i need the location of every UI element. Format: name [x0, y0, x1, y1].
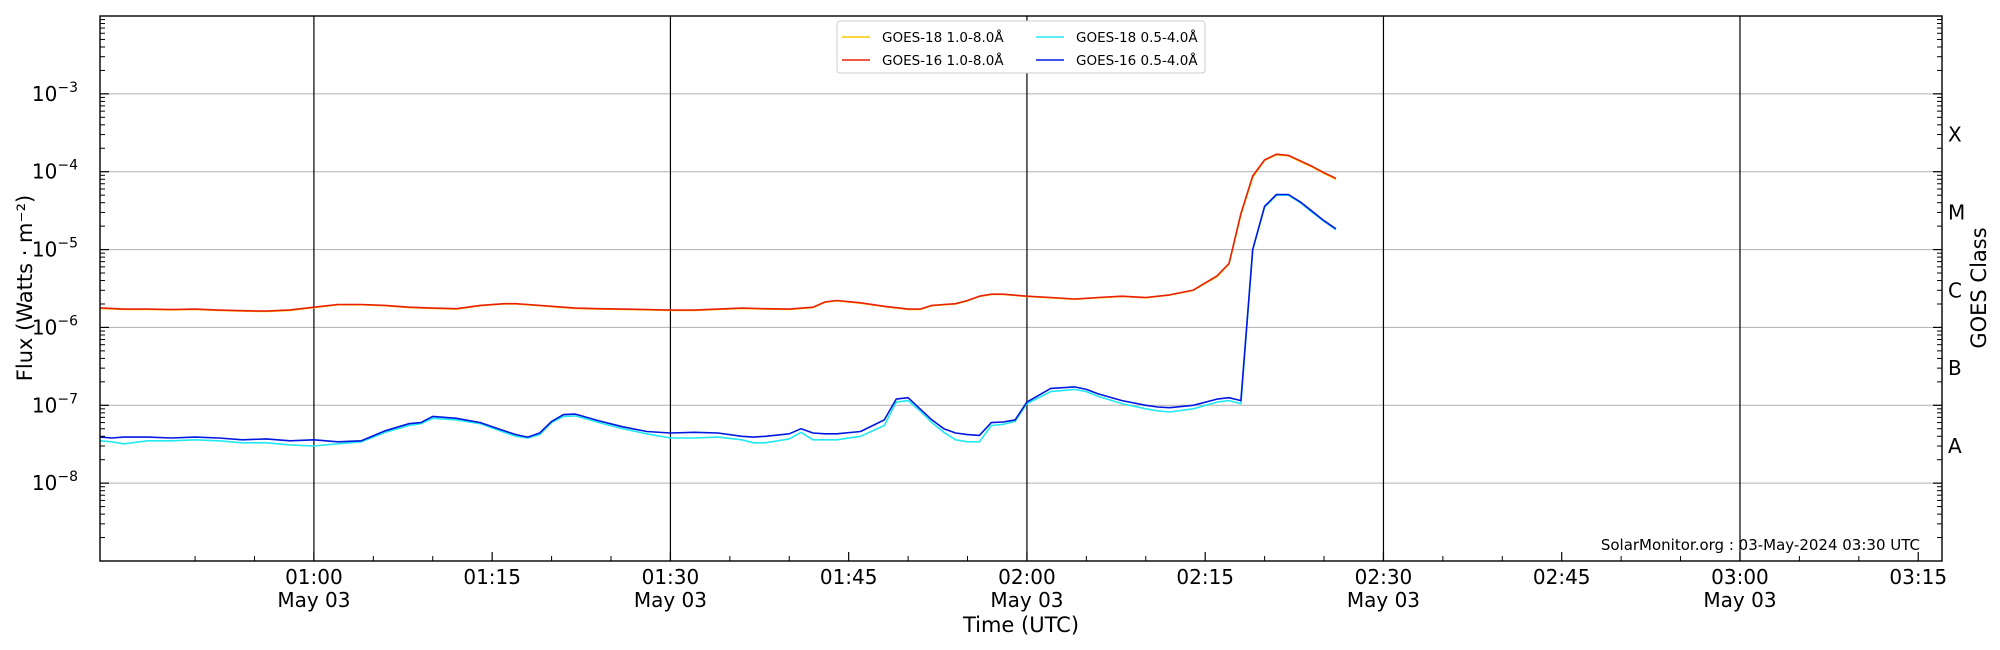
legend: GOES-18 1.0-8.0Å GOES-16 1.0-8.0Å GOES-1… — [836, 20, 1206, 74]
xtick-label-2: 01:30 — [642, 565, 700, 589]
axis-ticks — [100, 19, 1942, 561]
legend-label-goes18-short: GOES-18 0.5-4.0Å — [1076, 29, 1198, 46]
goes-class-label-a: A — [1948, 434, 1962, 458]
xtick-label-7: 02:45 — [1533, 565, 1591, 589]
xtick-label-3: 01:45 — [820, 565, 878, 589]
xtick-label-6: 02:30 — [1355, 565, 1413, 589]
series-line-1 — [99, 153, 1337, 312]
legend-label-goes16-long: GOES-16 1.0-8.0Å — [882, 52, 1004, 69]
y-tick-labels: 10−8 10−7 10−6 10−5 10−4 10−3 — [32, 80, 78, 495]
plot-frame — [99, 15, 1943, 562]
credit-text: SolarMonitor.org : 03-May-2024 03:30 UTC — [1601, 536, 1920, 554]
xtick-date-label-6: May 03 — [1347, 588, 1420, 612]
ytick-label-2: 10−6 — [32, 313, 78, 339]
ytick-label-1: 10−7 — [32, 391, 78, 417]
goes-class-label-b: B — [1948, 356, 1962, 380]
x-axis-title: Time (UTC) — [962, 613, 1079, 637]
series-line-2 — [99, 194, 1337, 447]
xtick-date-label-4: May 03 — [990, 588, 1063, 612]
ytick-label-3: 10−5 — [32, 236, 78, 262]
y-axis-title: Flux (Watts · m⁻²) — [13, 195, 37, 381]
ytick-label-0: 10−8 — [32, 469, 78, 495]
goes-class-label-m: M — [1948, 200, 1965, 224]
xtick-label-1: 01:15 — [463, 565, 521, 589]
xtick-label-5: 02:15 — [1176, 565, 1234, 589]
legend-label-goes18-long: GOES-18 1.0-8.0Å — [882, 29, 1004, 46]
vertical-time-lines — [313, 16, 1741, 561]
xtick-date-label-2: May 03 — [634, 588, 707, 612]
xtick-label-8: 03:00 — [1711, 565, 1769, 589]
goes-class-label-c: C — [1948, 278, 1962, 302]
xtick-label-4: 02:00 — [998, 565, 1056, 589]
ytick-label-5: 10−3 — [32, 80, 78, 106]
y2-axis-title: GOES Class — [1967, 227, 1991, 348]
ytick-label-4: 10−4 — [32, 158, 78, 184]
xtick-date-label-8: May 03 — [1703, 588, 1776, 612]
xtick-label-0: 01:00 — [285, 565, 343, 589]
xtick-label-9: 03:15 — [1889, 565, 1947, 589]
series-lines — [99, 153, 1337, 447]
goes-class-label-x: X — [1948, 123, 1962, 147]
xtick-date-label-0: May 03 — [277, 588, 350, 612]
horizontal-gridlines — [100, 93, 1942, 484]
series-line-3 — [99, 193, 1337, 443]
legend-label-goes16-short: GOES-16 0.5-4.0Å — [1076, 52, 1198, 69]
goes-class-labels: A B C M X — [1948, 123, 1965, 458]
legend-box — [836, 20, 1206, 74]
